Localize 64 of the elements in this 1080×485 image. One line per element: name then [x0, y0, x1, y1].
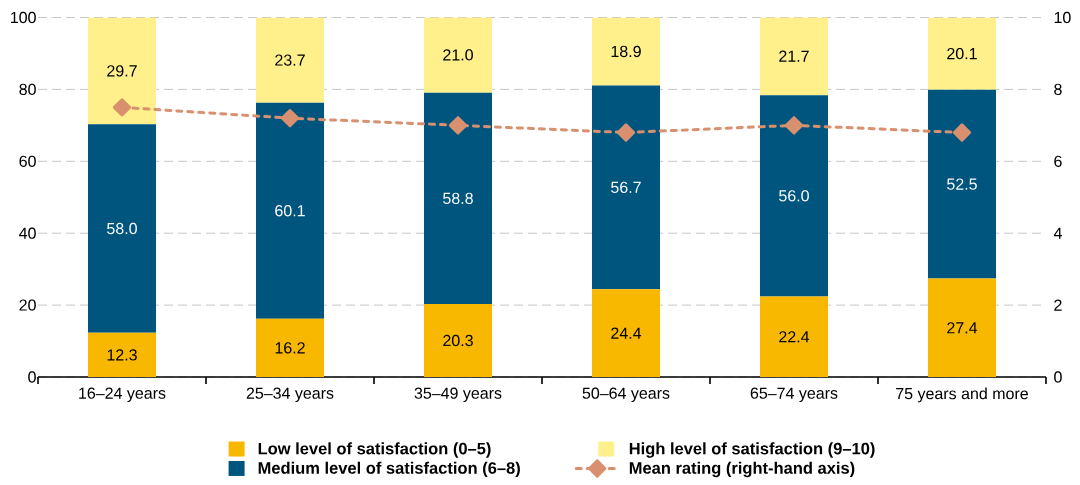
data-label: 56.0 [779, 190, 809, 202]
y-tick-label: 100 [11, 11, 36, 24]
bar [927, 17, 996, 90]
bar [87, 332, 157, 377]
bar [423, 92, 493, 305]
x-tick-label: 50–64 years [582, 387, 670, 403]
point [616, 123, 636, 142]
point [784, 116, 804, 135]
legend-label: High level of satisfaction (9–10) [629, 442, 875, 458]
bar [927, 89, 996, 279]
data-label: 20.3 [443, 334, 473, 347]
data-label: 20.1 [947, 47, 977, 60]
data-label: 12.3 [107, 349, 137, 361]
bar [255, 17, 325, 103]
data-label: 18.9 [611, 45, 641, 58]
bar [591, 85, 661, 290]
y-tick-label: 40 [19, 227, 36, 239]
bar [423, 304, 493, 377]
y-tick-label: 20 [19, 299, 36, 311]
y2-tick-label: 10 [1054, 11, 1071, 24]
bar [591, 289, 661, 377]
bar [759, 17, 829, 96]
data-label: 16.2 [275, 342, 305, 354]
y-tick-label: 60 [19, 155, 36, 167]
y-tick-label: 80 [19, 83, 36, 96]
data-label: 21.0 [443, 49, 473, 61]
point [112, 98, 132, 117]
x-tick-label: 35–49 years [414, 387, 502, 403]
bar [927, 278, 996, 377]
legend-label: Low level of satisfaction (0–5) [258, 442, 491, 458]
point [280, 109, 300, 128]
bar [87, 124, 157, 333]
bar [255, 318, 325, 377]
y2-tick-label: 2 [1054, 299, 1062, 311]
bar [759, 296, 829, 377]
y2-tick-label: 0 [1054, 371, 1062, 383]
data-label: 24.4 [611, 327, 642, 339]
point [952, 123, 972, 142]
data-label: 21.7 [779, 50, 809, 62]
bar [759, 95, 829, 297]
data-label: 56.7 [611, 181, 641, 194]
bar [255, 102, 325, 319]
data-label: 29.7 [107, 65, 137, 77]
legend-label: Medium level of satisfaction (6–8) [258, 461, 520, 478]
data-label: 58.0 [107, 222, 137, 235]
x-tick-label: 16–24 years [79, 387, 166, 403]
legend-label: Mean rating (right-hand axis) [629, 461, 855, 478]
data-label: 27.4 [947, 322, 978, 334]
bar [591, 17, 661, 86]
y-tick-label: 0 [28, 371, 36, 383]
x-tick-label: 75 years and more [896, 387, 1028, 403]
bar [87, 17, 157, 125]
y2-tick-label: 6 [1054, 155, 1062, 167]
data-label: 23.7 [275, 54, 305, 66]
data-label: 52.5 [947, 178, 977, 190]
bar [423, 17, 493, 93]
data-label: 60.1 [275, 205, 305, 217]
y2-tick-label: 4 [1053, 227, 1062, 239]
y2-tick-label: 8 [1054, 83, 1062, 96]
point [448, 116, 468, 135]
data-label: 22.4 [779, 331, 810, 343]
data-label: 58.8 [443, 192, 473, 204]
x-tick-label: 65–74 years [750, 387, 838, 403]
x-tick-label: 25–34 years [246, 387, 334, 403]
